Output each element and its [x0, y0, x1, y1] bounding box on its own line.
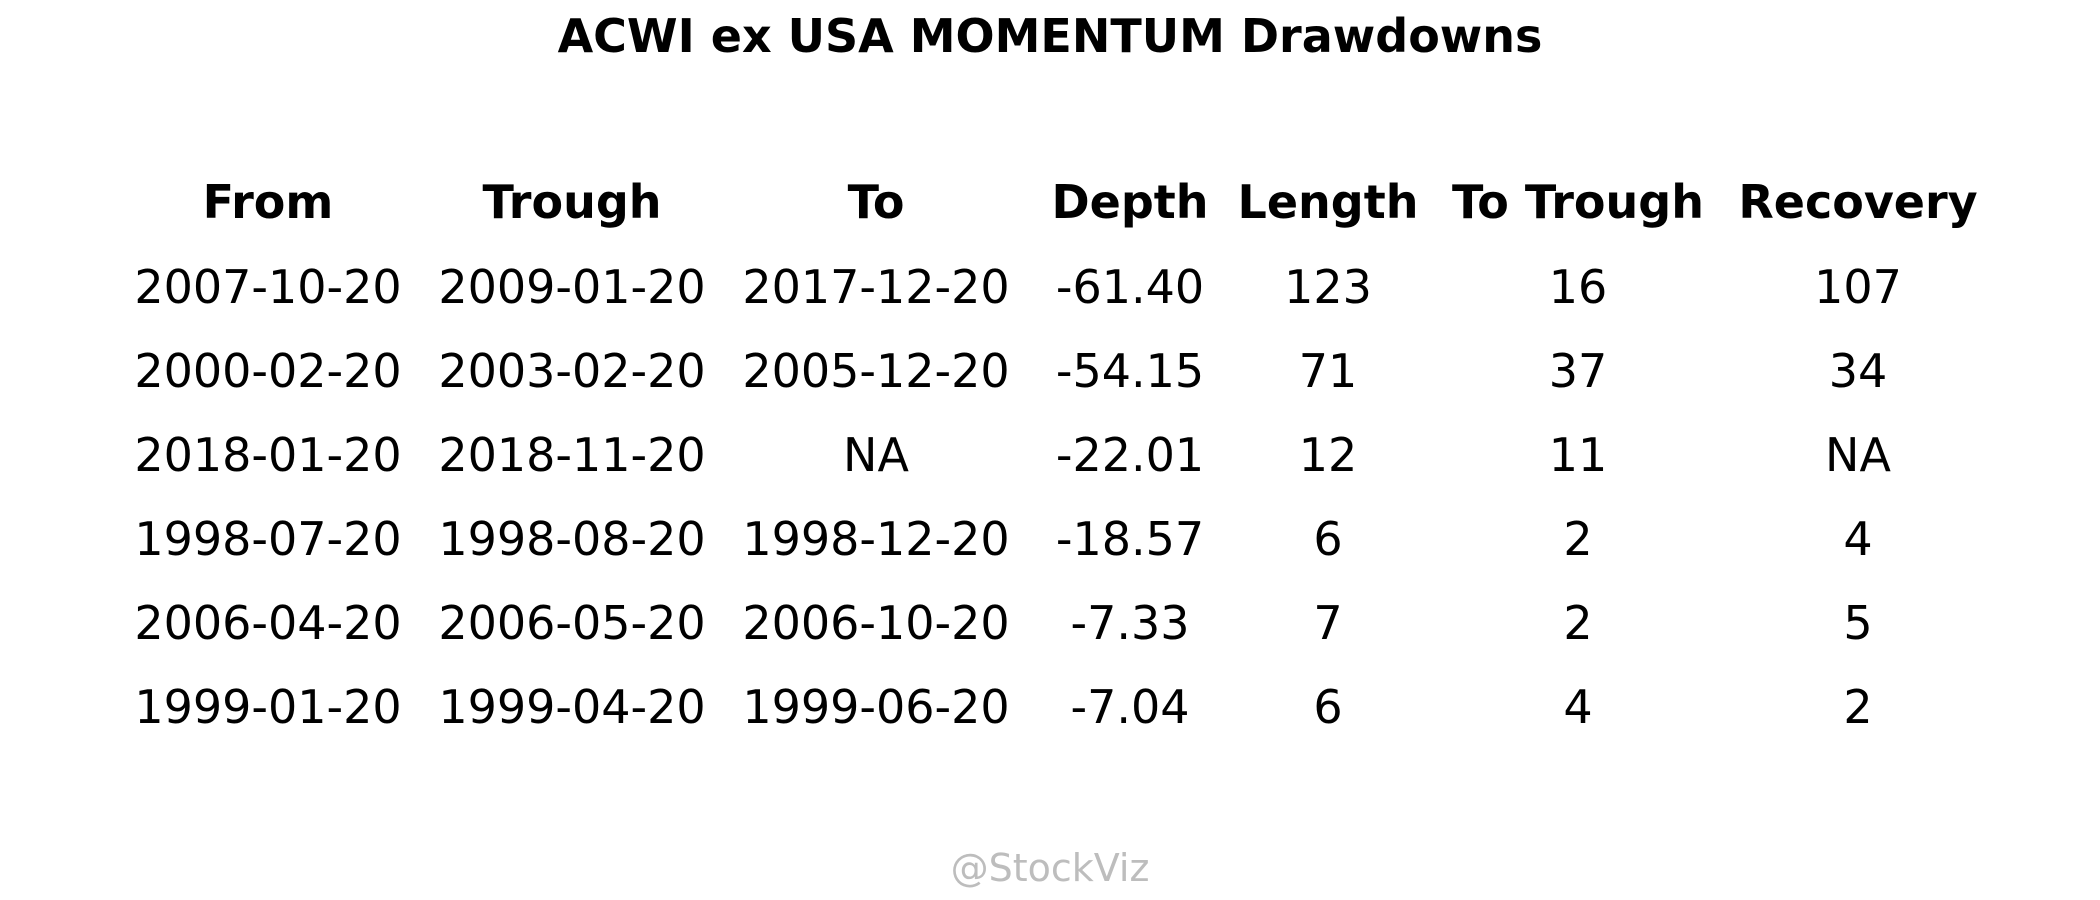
table-cell-depth: -54.15 [1055, 344, 1205, 398]
table-cell-length: 7 [1313, 596, 1343, 650]
table-cell-length: 12 [1298, 428, 1358, 482]
table-cell-recovery: 5 [1843, 596, 1873, 650]
table-cell-recovery: 34 [1828, 344, 1888, 398]
table-cell-from: 2018-01-20 [134, 428, 402, 482]
table-cell-trough: 2006-05-20 [438, 596, 706, 650]
table-cell-depth: -7.04 [1070, 680, 1190, 734]
table-cell-to-trough: 16 [1548, 260, 1608, 314]
table-cell-to: 2005-12-20 [742, 344, 1010, 398]
table-cell-to-trough: 2 [1563, 512, 1593, 566]
table-cell-to-trough: 4 [1563, 680, 1593, 734]
table-cell-to-trough: 37 [1548, 344, 1608, 398]
table-cell-trough: 2018-11-20 [438, 428, 706, 482]
table-cell-to-trough: 2 [1563, 596, 1593, 650]
table-cell-from: 2007-10-20 [134, 260, 402, 314]
table-cell-trough: 1998-08-20 [438, 512, 706, 566]
table-cell-to: 1998-12-20 [742, 512, 1010, 566]
chart-title: ACWI ex USA MOMENTUM Drawdowns [557, 9, 1543, 63]
column-header-depth: Depth [1051, 175, 1209, 229]
table-cell-recovery: NA [1825, 428, 1891, 482]
table-cell-length: 6 [1313, 512, 1343, 566]
watermark: @StockViz [950, 846, 1150, 890]
table-cell-depth: -61.40 [1055, 260, 1205, 314]
table-cell-depth: -7.33 [1070, 596, 1190, 650]
table-cell-depth: -22.01 [1055, 428, 1205, 482]
table-cell-recovery: 4 [1843, 512, 1873, 566]
column-header-to-trough: To Trough [1452, 175, 1704, 229]
table-cell-to-trough: 11 [1548, 428, 1608, 482]
table-cell-to: NA [843, 428, 909, 482]
table-cell-to: 2006-10-20 [742, 596, 1010, 650]
column-header-from: From [202, 175, 334, 229]
table-cell-trough: 2003-02-20 [438, 344, 706, 398]
table-cell-from: 2006-04-20 [134, 596, 402, 650]
table-cell-recovery: 2 [1843, 680, 1873, 734]
column-header-length: Length [1237, 175, 1419, 229]
table-cell-from: 2000-02-20 [134, 344, 402, 398]
table-cell-length: 6 [1313, 680, 1343, 734]
column-header-to: To [847, 175, 905, 229]
column-header-recovery: Recovery [1738, 175, 1978, 229]
table-cell-from: 1998-07-20 [134, 512, 402, 566]
table-cell-trough: 2009-01-20 [438, 260, 706, 314]
column-header-trough: Trough [482, 175, 662, 229]
table-cell-to: 2017-12-20 [742, 260, 1010, 314]
table-cell-from: 1999-01-20 [134, 680, 402, 734]
table-cell-length: 123 [1284, 260, 1372, 314]
table-cell-trough: 1999-04-20 [438, 680, 706, 734]
table-cell-length: 71 [1298, 344, 1358, 398]
table-cell-depth: -18.57 [1055, 512, 1205, 566]
table-cell-to: 1999-06-20 [742, 680, 1010, 734]
table-cell-recovery: 107 [1814, 260, 1902, 314]
